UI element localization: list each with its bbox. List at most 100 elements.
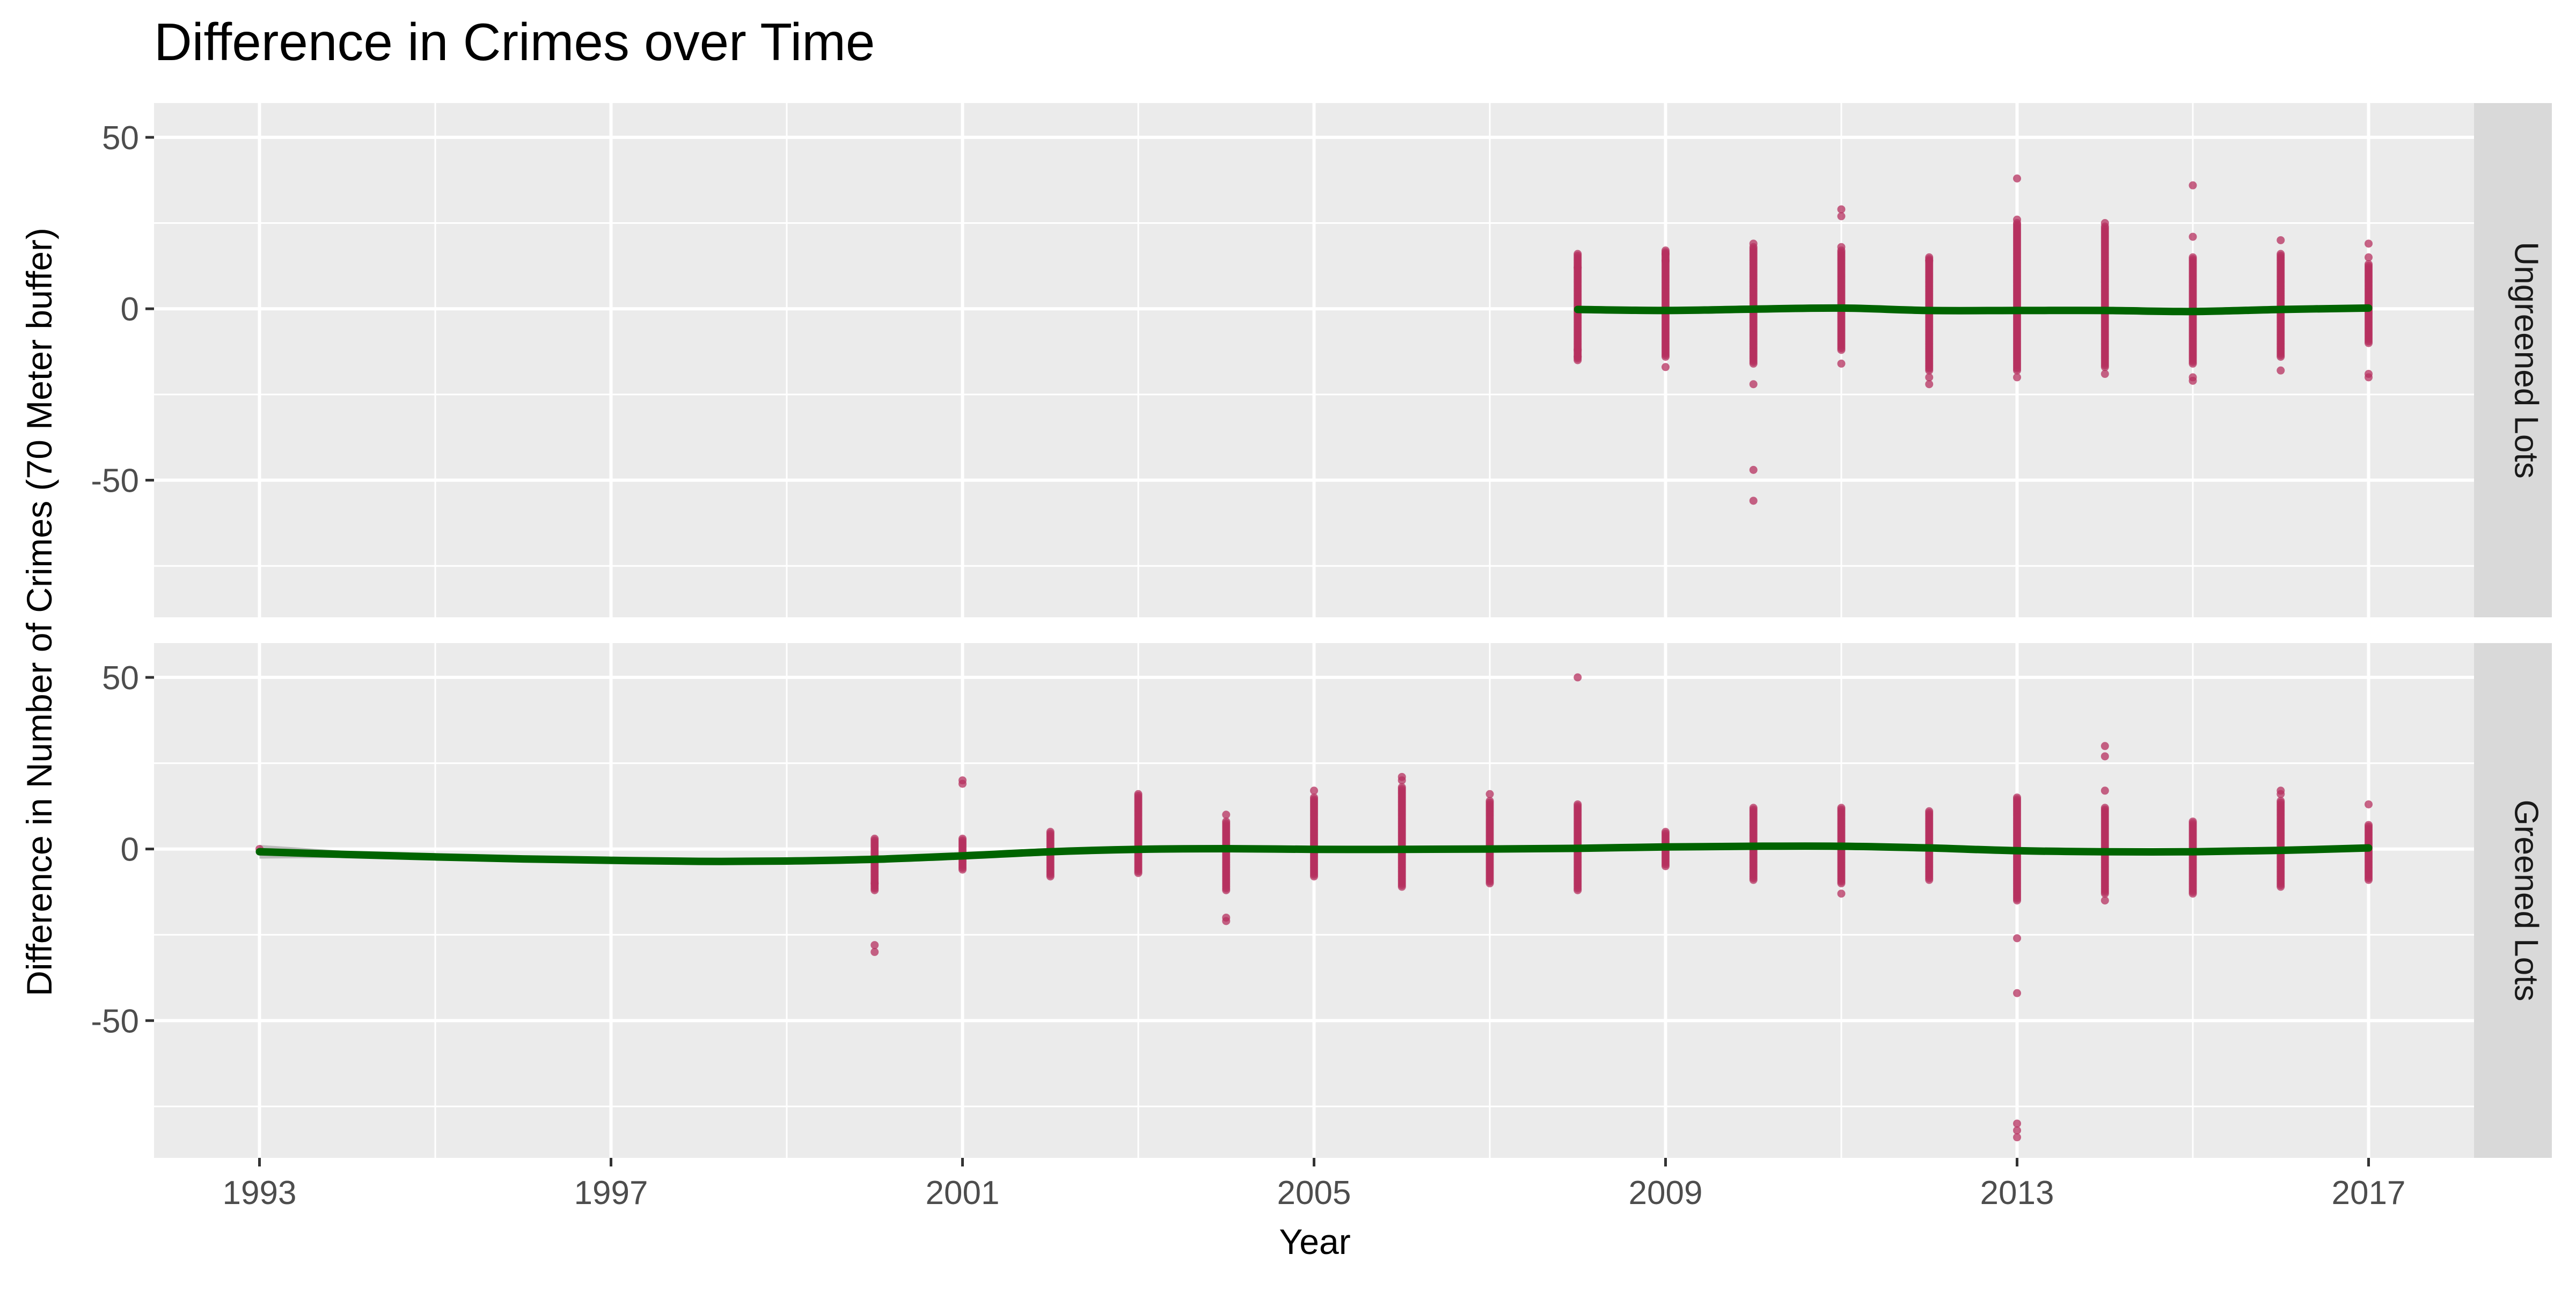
data-point bbox=[1749, 380, 1758, 389]
data-point bbox=[1837, 804, 1846, 812]
data-point bbox=[2101, 219, 2109, 228]
data-point bbox=[2101, 742, 2109, 750]
data-point bbox=[1749, 497, 1758, 505]
data-point bbox=[2013, 1126, 2021, 1135]
data-point bbox=[1574, 353, 1582, 361]
data-point bbox=[1837, 359, 1846, 368]
panel-2: -50 0 50 Greened Lots bbox=[91, 643, 2552, 1158]
data-point bbox=[1310, 793, 1318, 802]
facet-strip-label: Greened Lots bbox=[2508, 800, 2545, 1002]
data-point bbox=[1925, 807, 1934, 815]
data-point bbox=[870, 834, 879, 843]
x-tick-label: 2017 bbox=[2332, 1175, 2406, 1212]
data-point bbox=[2013, 174, 2021, 183]
x-tick-label: 1993 bbox=[223, 1175, 297, 1212]
data-point bbox=[958, 776, 967, 785]
data-point bbox=[1134, 790, 1143, 798]
data-point bbox=[2101, 752, 2109, 761]
data-point bbox=[2013, 934, 2021, 943]
data-point bbox=[1925, 257, 1934, 265]
data-point bbox=[1574, 673, 1582, 682]
x-tick-label: 2001 bbox=[926, 1175, 1000, 1212]
data-point bbox=[870, 947, 879, 956]
data-point bbox=[1837, 243, 1846, 251]
data-point bbox=[2101, 370, 2109, 378]
facet-strip-label: Ungreened Lots bbox=[2508, 242, 2545, 478]
data-point bbox=[2101, 804, 2109, 812]
data-point bbox=[2277, 236, 2285, 244]
data-point bbox=[1925, 373, 1934, 382]
x-axis: 1993 1997 2001 2005 2009 2013 2017 bbox=[223, 1158, 2406, 1212]
data-point bbox=[1574, 250, 1582, 258]
data-point bbox=[2189, 817, 2197, 826]
data-point bbox=[1222, 817, 1231, 826]
panel-1: -50 0 50 Ungreened Lots bbox=[91, 103, 2552, 617]
smooth-line bbox=[255, 842, 2373, 865]
data-point bbox=[2365, 239, 2373, 248]
x-axis-label: Year bbox=[1279, 1222, 1350, 1261]
y-tick-label: -50 bbox=[91, 463, 139, 500]
data-point bbox=[1662, 257, 1670, 265]
data-point bbox=[2013, 989, 2021, 997]
facet-strip bbox=[2474, 643, 2552, 1158]
y-tick-label: 50 bbox=[102, 120, 139, 157]
x-tick-label: 2013 bbox=[1980, 1175, 2054, 1212]
y-tick-label: 0 bbox=[121, 291, 139, 328]
data-point bbox=[1046, 828, 1055, 836]
data-point bbox=[2277, 786, 2285, 795]
data-point bbox=[1574, 346, 1582, 354]
x-tick-label: 1997 bbox=[574, 1175, 648, 1212]
y-axis-label: Difference in Number of Crimes (70 Meter… bbox=[19, 228, 59, 996]
points-series bbox=[255, 673, 2373, 1142]
data-point bbox=[2013, 793, 2021, 802]
data-point bbox=[1837, 889, 1846, 898]
data-point bbox=[2101, 786, 2109, 795]
data-point bbox=[1485, 790, 1494, 798]
y-tick-label: -50 bbox=[91, 1003, 139, 1040]
data-point bbox=[2365, 800, 2373, 808]
points-series bbox=[1574, 174, 2373, 505]
data-point bbox=[1749, 465, 1758, 474]
data-point bbox=[1925, 380, 1934, 389]
panels-layer: -50 0 50 Ungreened Lots -50 0 50 Greened Lots 19… bbox=[91, 103, 2552, 1212]
data-point bbox=[2365, 370, 2373, 378]
data-point bbox=[2277, 797, 2285, 805]
data-point bbox=[1574, 800, 1582, 808]
data-point bbox=[2013, 1119, 2021, 1128]
data-point bbox=[2013, 215, 2021, 224]
data-point bbox=[2013, 1133, 2021, 1142]
data-point bbox=[1662, 363, 1670, 371]
data-point bbox=[958, 834, 967, 843]
data-point bbox=[1749, 804, 1758, 812]
chart-title: Difference in Crimes over Time bbox=[154, 12, 875, 71]
data-point bbox=[870, 879, 879, 888]
data-point bbox=[1837, 205, 1846, 214]
data-point bbox=[2277, 250, 2285, 258]
data-point bbox=[1485, 797, 1494, 805]
data-point bbox=[1397, 783, 1406, 792]
data-point bbox=[2365, 253, 2373, 261]
y-tick-label: 50 bbox=[102, 660, 139, 697]
data-point bbox=[1397, 772, 1406, 781]
data-point bbox=[1662, 250, 1670, 258]
data-point bbox=[1662, 828, 1670, 836]
data-point bbox=[2101, 896, 2109, 905]
x-tick-label: 2009 bbox=[1629, 1175, 1703, 1212]
data-point bbox=[2189, 232, 2197, 241]
data-point bbox=[1837, 212, 1846, 221]
data-point bbox=[2365, 821, 2373, 829]
data-point bbox=[2365, 260, 2373, 268]
data-point bbox=[1222, 917, 1231, 925]
data-point bbox=[1749, 239, 1758, 248]
data-point bbox=[870, 941, 879, 950]
data-point bbox=[1574, 264, 1582, 272]
y-tick-label: 0 bbox=[121, 832, 139, 869]
data-point bbox=[1222, 811, 1231, 819]
data-point bbox=[2189, 253, 2197, 261]
x-tick-label: 2005 bbox=[1277, 1175, 1351, 1212]
data-point bbox=[1310, 786, 1318, 795]
data-point bbox=[2189, 181, 2197, 189]
data-point bbox=[2013, 373, 2021, 382]
facet-strip bbox=[2474, 103, 2552, 617]
